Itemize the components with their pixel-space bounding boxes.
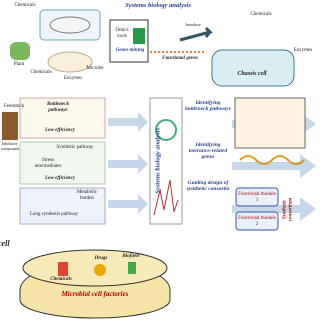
biofuels-icon [128,262,136,274]
label: cell [0,239,10,248]
step: Identifying bottleneck pathways [185,100,231,112]
label: Synthetic consortium [282,197,294,222]
label: Introduce [185,22,201,27]
pathway-panel [234,97,306,149]
cell-shape [49,16,91,34]
label: Genes mining [115,48,145,53]
arrow [108,112,148,132]
label: Biofuels [122,254,140,259]
chemicals-icon [58,262,68,276]
label: Low efficiency [44,128,76,133]
arrow [108,154,148,174]
label: Omics tools [115,28,129,39]
label: Chemicals [14,3,36,8]
heatmap [133,28,145,44]
plant-icon [10,42,30,60]
label: Feedstock [3,104,25,109]
burden-box [19,187,106,225]
arrow [108,194,148,214]
label: Functional module 1 [238,192,276,203]
step: Guiding design of synthetic consortia [186,180,230,192]
label: Microbe [86,66,104,71]
label: Chassis cell [237,71,267,77]
label: Chemicals [250,12,272,17]
arrow [232,154,316,178]
label: Bottleneck pathways [47,102,69,113]
label: Enzymes [293,48,313,53]
dna [239,155,305,165]
spectrum [153,179,179,216]
label: Drugs [94,256,108,261]
title: Systems biology analysis [125,2,191,9]
drugs-icon [94,264,106,276]
label: Functional genes [162,56,198,61]
label: Synthetic pathway [56,145,94,150]
chassis-box [211,49,295,87]
introduce-arrow [179,26,213,42]
label: Plant [13,62,25,67]
label: Chemicals [30,70,52,75]
label: Long synthesis pathway [29,212,79,217]
label: Enzymes [63,76,83,81]
feedstock-icon [2,112,18,140]
label: Stress intermediates [34,158,62,169]
microbe-cell [47,51,93,73]
step: Identifying tolerance-related genes [188,142,228,160]
label: Microbial cell factories [61,290,129,298]
vertical-title: Systems biology analysis [154,127,162,194]
label: Inhibitory compounds [0,141,20,151]
arrow [232,197,316,221]
label: Metabolic burden [76,190,98,201]
stress-box [19,141,106,185]
label: Low efficiency [44,176,76,181]
circos-plot [155,119,177,141]
bottleneck-box [19,97,106,139]
module-box [235,187,279,207]
label: Chemicals [50,277,72,282]
module-box [235,211,279,231]
label: Functional module 2 [238,216,276,227]
